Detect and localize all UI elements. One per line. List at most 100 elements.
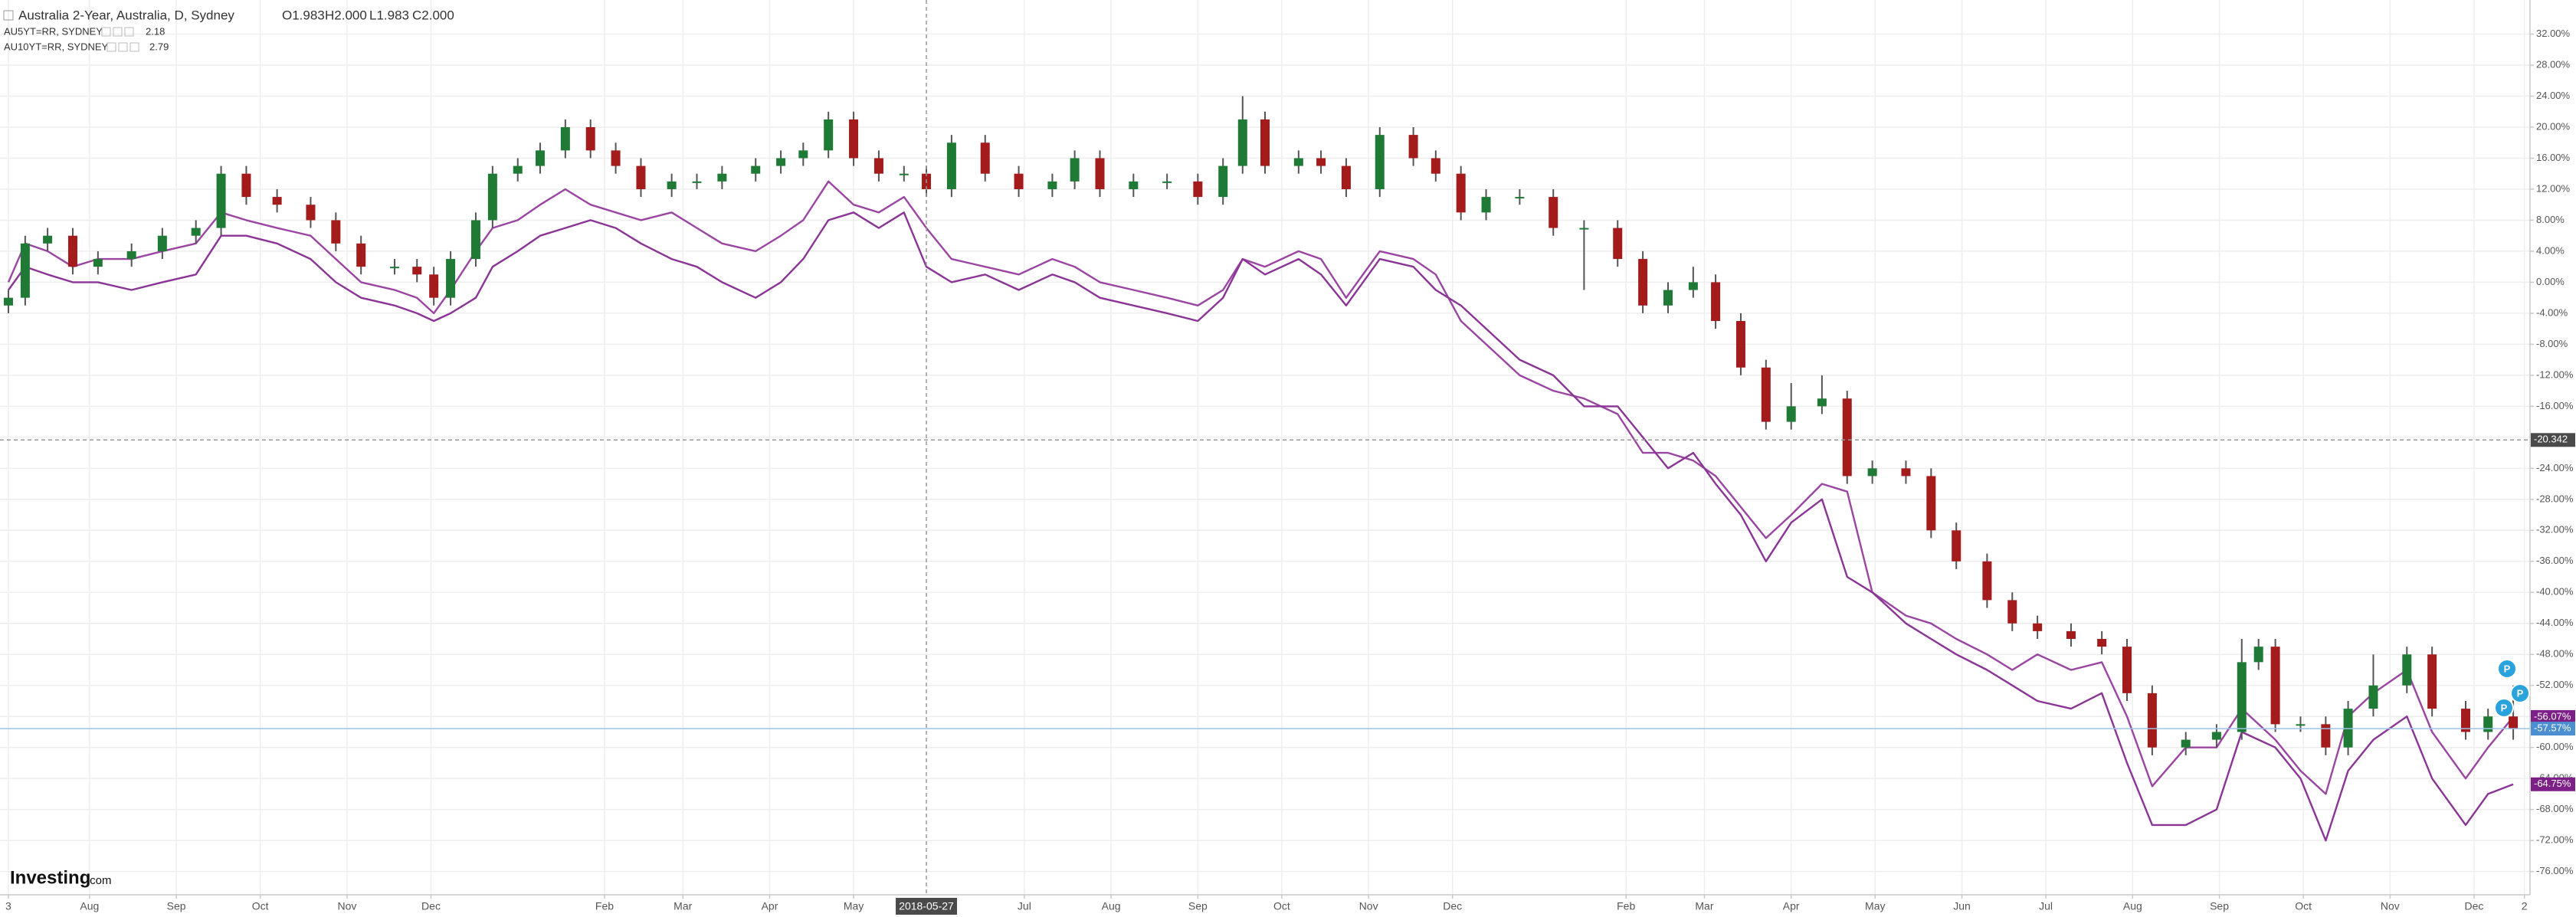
crosshair-x-label: 2018-05-27 bbox=[899, 900, 954, 912]
candle-body bbox=[1193, 181, 1203, 198]
x-tick-label: Jun bbox=[1953, 900, 1971, 912]
candle-body bbox=[2270, 647, 2280, 725]
candle-body bbox=[446, 259, 456, 298]
candle-body bbox=[667, 181, 677, 189]
y-tick-label: 28.00% bbox=[2536, 58, 2571, 70]
candle-body bbox=[412, 267, 422, 275]
legend-icon[interactable] bbox=[118, 42, 128, 52]
legend-value: 2.18 bbox=[146, 25, 165, 37]
line-series bbox=[8, 211, 2514, 842]
candle-body bbox=[1162, 181, 1172, 183]
candle-body bbox=[216, 173, 226, 228]
candle-body bbox=[487, 173, 497, 221]
candle-body bbox=[873, 158, 883, 174]
axes: 32.00%28.00%24.00%20.00%16.00%12.00%8.00… bbox=[5, 28, 2575, 912]
candle-body bbox=[67, 235, 77, 267]
candle-body bbox=[1638, 259, 1648, 306]
candle-body bbox=[1316, 158, 1326, 166]
candle-body bbox=[1408, 135, 1418, 159]
ohlc-open: O1.983 bbox=[282, 8, 325, 22]
y-tick-label: 0.00% bbox=[2536, 276, 2565, 287]
candle-body bbox=[1129, 181, 1139, 189]
x-tick-label: Dec bbox=[1443, 900, 1462, 912]
candle-body bbox=[356, 243, 366, 267]
y-tick-label: -12.00% bbox=[2536, 368, 2574, 380]
x-tick-label: 3 bbox=[5, 900, 11, 912]
candle-body bbox=[2253, 647, 2263, 663]
ohlc-close: C2.000 bbox=[412, 8, 454, 22]
candle-body bbox=[1952, 530, 1961, 562]
candle-body bbox=[2237, 662, 2247, 732]
last-value-label: -56.07% bbox=[2534, 710, 2571, 722]
legend: Australia 2-Year, Australia, D, Sydney O… bbox=[3, 8, 454, 52]
candle-body bbox=[2402, 654, 2412, 686]
x-tick-label: May bbox=[1865, 900, 1885, 912]
y-tick-label: -8.00% bbox=[2536, 338, 2568, 349]
crosshair-y-box bbox=[2531, 433, 2575, 447]
candle-body bbox=[1237, 119, 1247, 166]
candle-body bbox=[1095, 158, 1105, 189]
candle-body bbox=[241, 173, 251, 198]
candle-body bbox=[751, 165, 761, 174]
x-tick-label: Nov bbox=[1359, 900, 1378, 912]
candle-body bbox=[2211, 732, 2221, 740]
candle-body bbox=[824, 119, 834, 151]
y-tick-label: 12.00% bbox=[2536, 182, 2571, 194]
x-tick-label: Sep bbox=[1188, 900, 1208, 912]
y-tick-label: -28.00% bbox=[2536, 493, 2574, 504]
candle-body bbox=[306, 205, 316, 221]
candle-body bbox=[1711, 282, 1721, 322]
y-tick-label: 8.00% bbox=[2536, 214, 2565, 225]
legend-icon[interactable] bbox=[124, 27, 134, 37]
candle-body bbox=[1341, 165, 1351, 189]
candle-body bbox=[2033, 623, 2043, 631]
x-tick-label: Mar bbox=[673, 900, 692, 912]
crosshair-x-box bbox=[896, 898, 958, 915]
candle-body bbox=[560, 126, 570, 151]
candle-body bbox=[126, 251, 136, 260]
candle-body bbox=[2147, 693, 2157, 748]
x-tick-label: Feb bbox=[595, 900, 614, 912]
y-tick-label: -52.00% bbox=[2536, 679, 2574, 690]
candle-body bbox=[1982, 561, 1992, 601]
logo-suffix: .com bbox=[87, 874, 112, 887]
legend-icon[interactable] bbox=[113, 27, 123, 37]
candle-body bbox=[1926, 476, 1936, 531]
marks bbox=[0, 96, 2530, 842]
y-tick-label: 32.00% bbox=[2536, 28, 2571, 39]
candle-body bbox=[2066, 630, 2076, 639]
legend-entry: AU10YT=RR, SYDNEY bbox=[4, 41, 109, 52]
candle-body bbox=[470, 220, 480, 260]
legend-icon[interactable] bbox=[129, 42, 139, 52]
candle-body bbox=[1842, 398, 1852, 477]
legend-icon[interactable] bbox=[101, 27, 111, 37]
legend-icon[interactable] bbox=[107, 42, 116, 52]
candle-body bbox=[1375, 135, 1385, 189]
candle-body bbox=[535, 150, 545, 166]
legend-title: Australia 2-Year, Australia, D, Sydney bbox=[18, 8, 234, 22]
y-tick-label: -40.00% bbox=[2536, 586, 2574, 598]
x-tick-label: Nov bbox=[2381, 900, 2400, 912]
candle-body bbox=[636, 165, 646, 189]
candle-body bbox=[429, 274, 439, 298]
legend-toggle[interactable] bbox=[3, 10, 14, 21]
candle-body bbox=[1549, 197, 1558, 228]
candle-body bbox=[1047, 181, 1057, 189]
candle-body bbox=[43, 235, 53, 244]
candle-body bbox=[2427, 654, 2437, 709]
candle-body bbox=[1901, 468, 1911, 477]
candle-body bbox=[272, 197, 282, 205]
x-tick-label: Apr bbox=[1783, 900, 1800, 912]
candle-body bbox=[980, 142, 990, 174]
candle-body bbox=[2296, 724, 2306, 726]
candle-body bbox=[1613, 228, 1623, 260]
y-tick-label: -48.00% bbox=[2536, 648, 2574, 660]
x-tick-label: Oct bbox=[1273, 900, 1290, 912]
candle-body bbox=[2368, 685, 2378, 709]
event-marker bbox=[2497, 659, 2517, 679]
x-tick-label: Aug bbox=[1102, 900, 1121, 912]
candle-body bbox=[1867, 468, 1877, 477]
y-tick-label: -44.00% bbox=[2536, 617, 2574, 628]
candle-body bbox=[692, 181, 702, 183]
candle-body bbox=[776, 158, 786, 166]
